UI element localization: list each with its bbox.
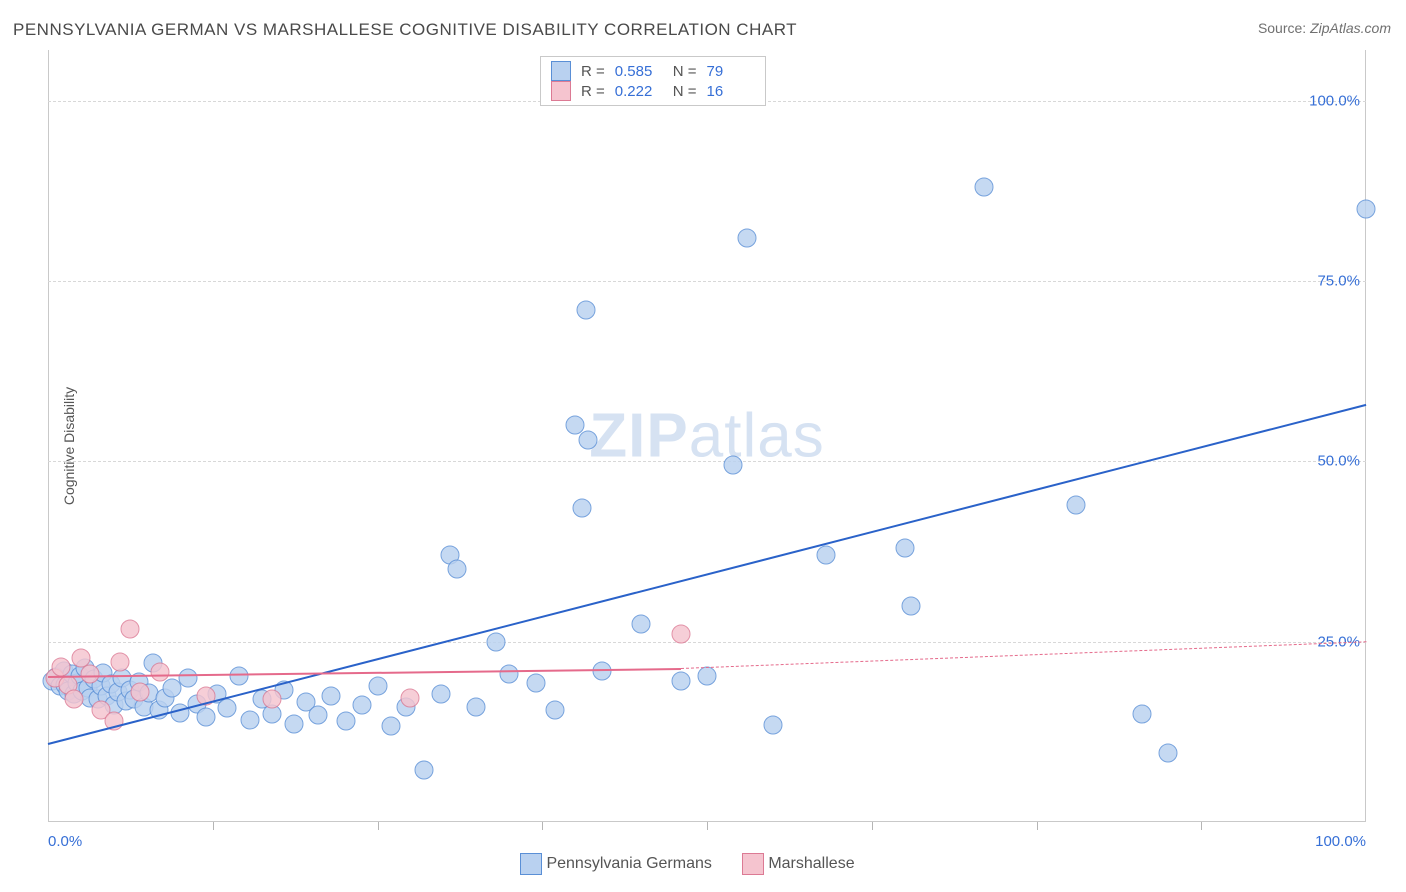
source-link[interactable]: ZipAtlas.com	[1310, 20, 1391, 36]
data-point	[902, 596, 921, 615]
data-point	[763, 715, 782, 734]
r-stat-label: R =	[581, 63, 605, 80]
plot-frame-right	[1365, 50, 1366, 822]
data-point	[816, 546, 835, 565]
legend-swatch	[742, 853, 764, 875]
plot-area: ZIPatlas 0.0% 100.0% 25.0%50.0%75.0%100.…	[48, 50, 1366, 822]
legend-swatch	[551, 81, 571, 101]
data-point	[579, 430, 598, 449]
data-point	[737, 228, 756, 247]
n-stat-label: N =	[673, 63, 697, 80]
data-point	[414, 761, 433, 780]
data-point	[336, 712, 355, 731]
x-tick-mark	[1037, 822, 1038, 830]
r-stat-label: R =	[581, 83, 605, 100]
data-point	[671, 625, 690, 644]
data-point	[500, 665, 519, 684]
chart-source: Source: ZipAtlas.com	[1258, 20, 1391, 36]
data-point	[1132, 704, 1151, 723]
data-point	[151, 662, 170, 681]
x-tick-mark	[213, 822, 214, 830]
series-legend: Pennsylvania Germans Marshallese	[520, 853, 855, 875]
data-point	[487, 632, 506, 651]
x-tick-mark	[1201, 822, 1202, 830]
data-point	[285, 714, 304, 733]
y-tick-label: 75.0%	[1317, 272, 1360, 289]
source-prefix-label: Source:	[1258, 20, 1310, 36]
data-point	[131, 683, 150, 702]
x-tick-mark	[872, 822, 873, 830]
data-point	[197, 708, 216, 727]
data-point	[65, 690, 84, 709]
correlation-legend: R = 0.585 N = 79 R = 0.222 N = 16	[540, 56, 766, 106]
data-point	[368, 677, 387, 696]
data-point	[447, 560, 466, 579]
data-point	[546, 701, 565, 720]
data-point	[322, 686, 341, 705]
n-stat-value: 79	[707, 63, 755, 80]
n-stat-label: N =	[673, 83, 697, 100]
data-point	[81, 665, 100, 684]
data-point	[240, 710, 259, 729]
data-point	[895, 538, 914, 557]
trend-line	[681, 642, 1366, 670]
legend-label: Marshallese	[768, 855, 854, 872]
x-tick-min: 0.0%	[48, 833, 82, 850]
data-point	[218, 699, 237, 718]
legend-row: R = 0.222 N = 16	[551, 81, 755, 101]
legend-label: Pennsylvania Germans	[546, 855, 711, 872]
data-point	[724, 455, 743, 474]
data-point	[111, 652, 130, 671]
n-stat-value: 16	[707, 83, 755, 100]
data-point	[263, 690, 282, 709]
y-tick-label: 100.0%	[1309, 92, 1360, 109]
x-tick-mark	[378, 822, 379, 830]
data-point	[431, 684, 450, 703]
data-point	[1067, 495, 1086, 514]
legend-swatch	[520, 853, 542, 875]
chart-title: PENNSYLVANIA GERMAN VS MARSHALLESE COGNI…	[13, 20, 797, 40]
data-point	[974, 178, 993, 197]
x-tick-mark	[707, 822, 708, 830]
x-tick-max: 100.0%	[1315, 833, 1366, 850]
data-point	[52, 657, 71, 676]
gridline	[48, 281, 1366, 282]
r-stat-value: 0.222	[615, 83, 663, 100]
data-point	[1159, 744, 1178, 763]
gridline	[48, 461, 1366, 462]
data-point	[632, 614, 651, 633]
data-point	[671, 672, 690, 691]
data-point	[576, 300, 595, 319]
legend-item: Marshallese	[742, 853, 855, 875]
data-point	[526, 674, 545, 693]
data-point	[309, 706, 328, 725]
data-point	[381, 717, 400, 736]
plot-frame-left	[48, 50, 49, 822]
data-point	[1357, 199, 1376, 218]
data-point	[698, 666, 717, 685]
data-point	[120, 619, 139, 638]
data-point	[572, 499, 591, 518]
y-tick-label: 50.0%	[1317, 453, 1360, 470]
data-point	[178, 669, 197, 688]
x-tick-mark	[542, 822, 543, 830]
legend-row: R = 0.585 N = 79	[551, 61, 755, 81]
data-point	[352, 696, 371, 715]
data-point	[467, 697, 486, 716]
legend-item: Pennsylvania Germans	[520, 853, 712, 875]
r-stat-value: 0.585	[615, 63, 663, 80]
gridline	[48, 642, 1366, 643]
legend-swatch	[551, 61, 571, 81]
data-point	[401, 688, 420, 707]
